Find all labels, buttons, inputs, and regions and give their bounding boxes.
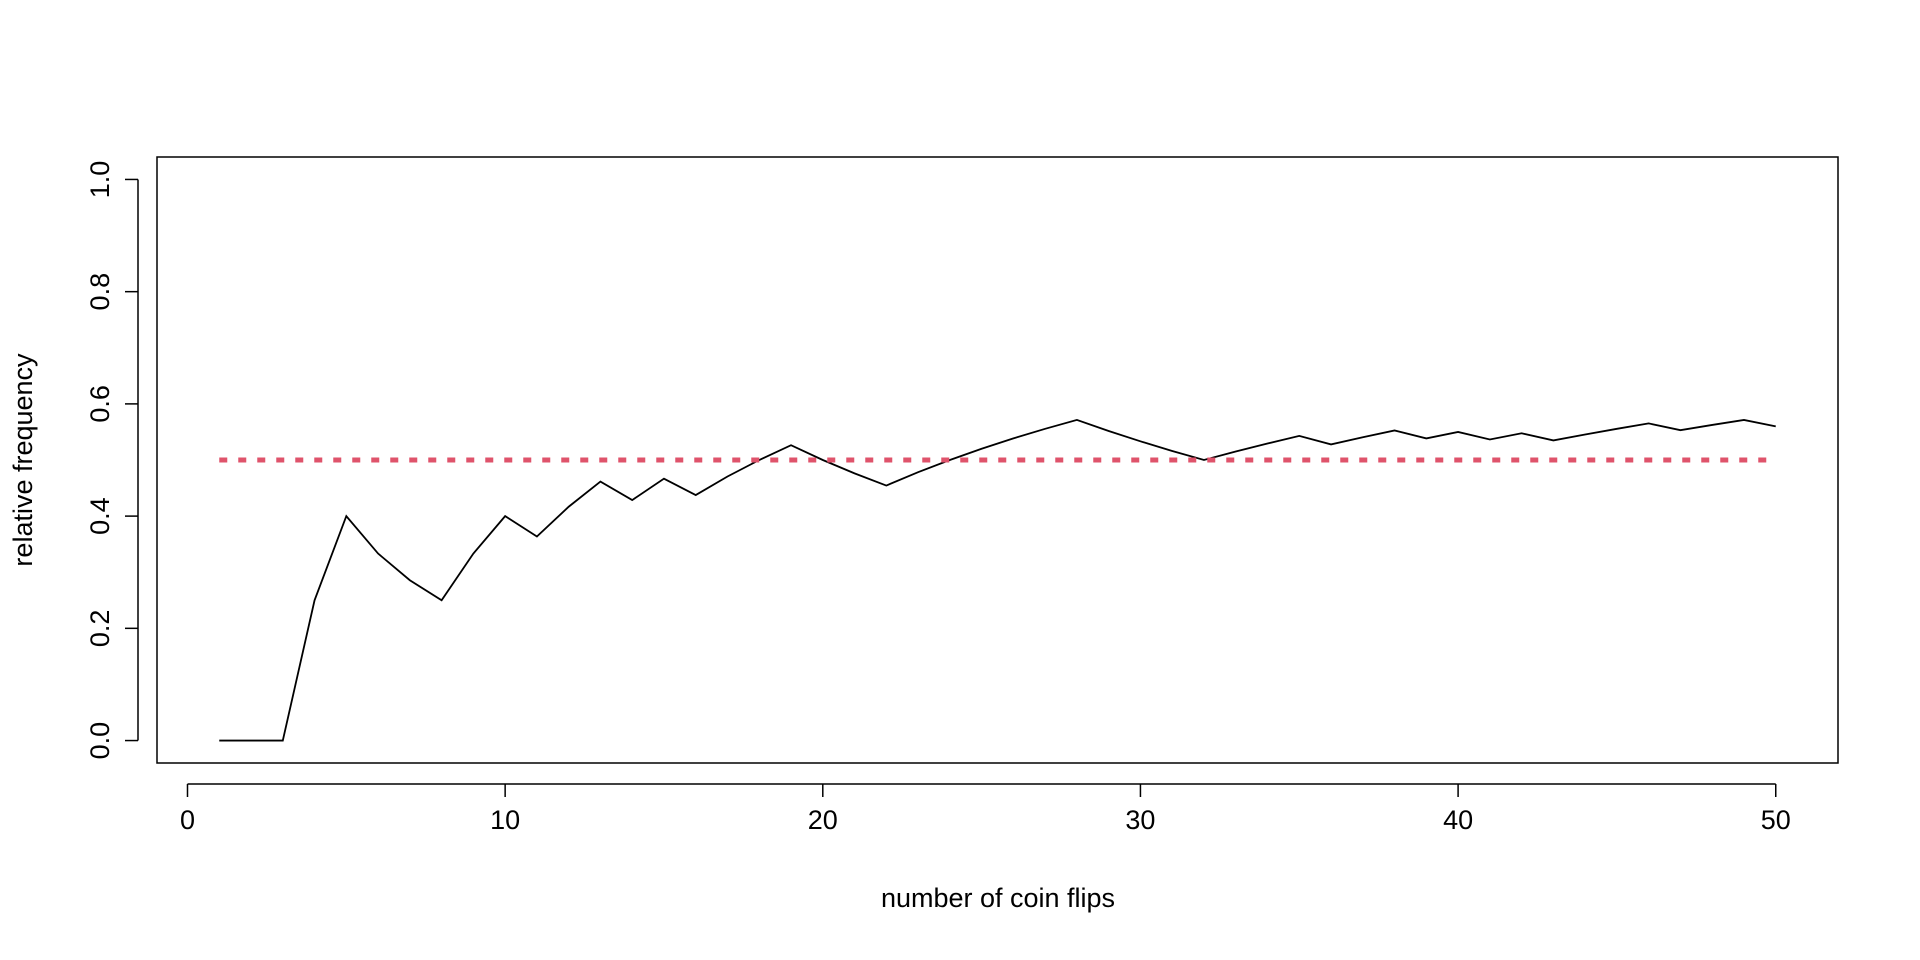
y-tick-label: 0.6 — [85, 385, 115, 423]
y-tick-label: 0.4 — [85, 497, 115, 535]
series-line — [219, 418, 1776, 742]
x-tick-label: 10 — [490, 805, 520, 835]
y-tick-label: 0.2 — [85, 610, 115, 648]
plot-frame — [156, 156, 1839, 764]
x-axis-label: number of coin flips — [881, 883, 1115, 913]
x-tick-label: 40 — [1443, 805, 1473, 835]
y-tick-label: 0.0 — [85, 722, 115, 760]
x-tick-label: 0 — [180, 805, 195, 835]
x-tick-label: 20 — [808, 805, 838, 835]
x-tick-label: 30 — [1125, 805, 1155, 835]
y-axis-label: relative frequency — [8, 353, 38, 567]
y-tick-label: 0.8 — [85, 273, 115, 311]
x-tick-label: 50 — [1761, 805, 1791, 835]
y-tick-label: 1.0 — [85, 161, 115, 199]
